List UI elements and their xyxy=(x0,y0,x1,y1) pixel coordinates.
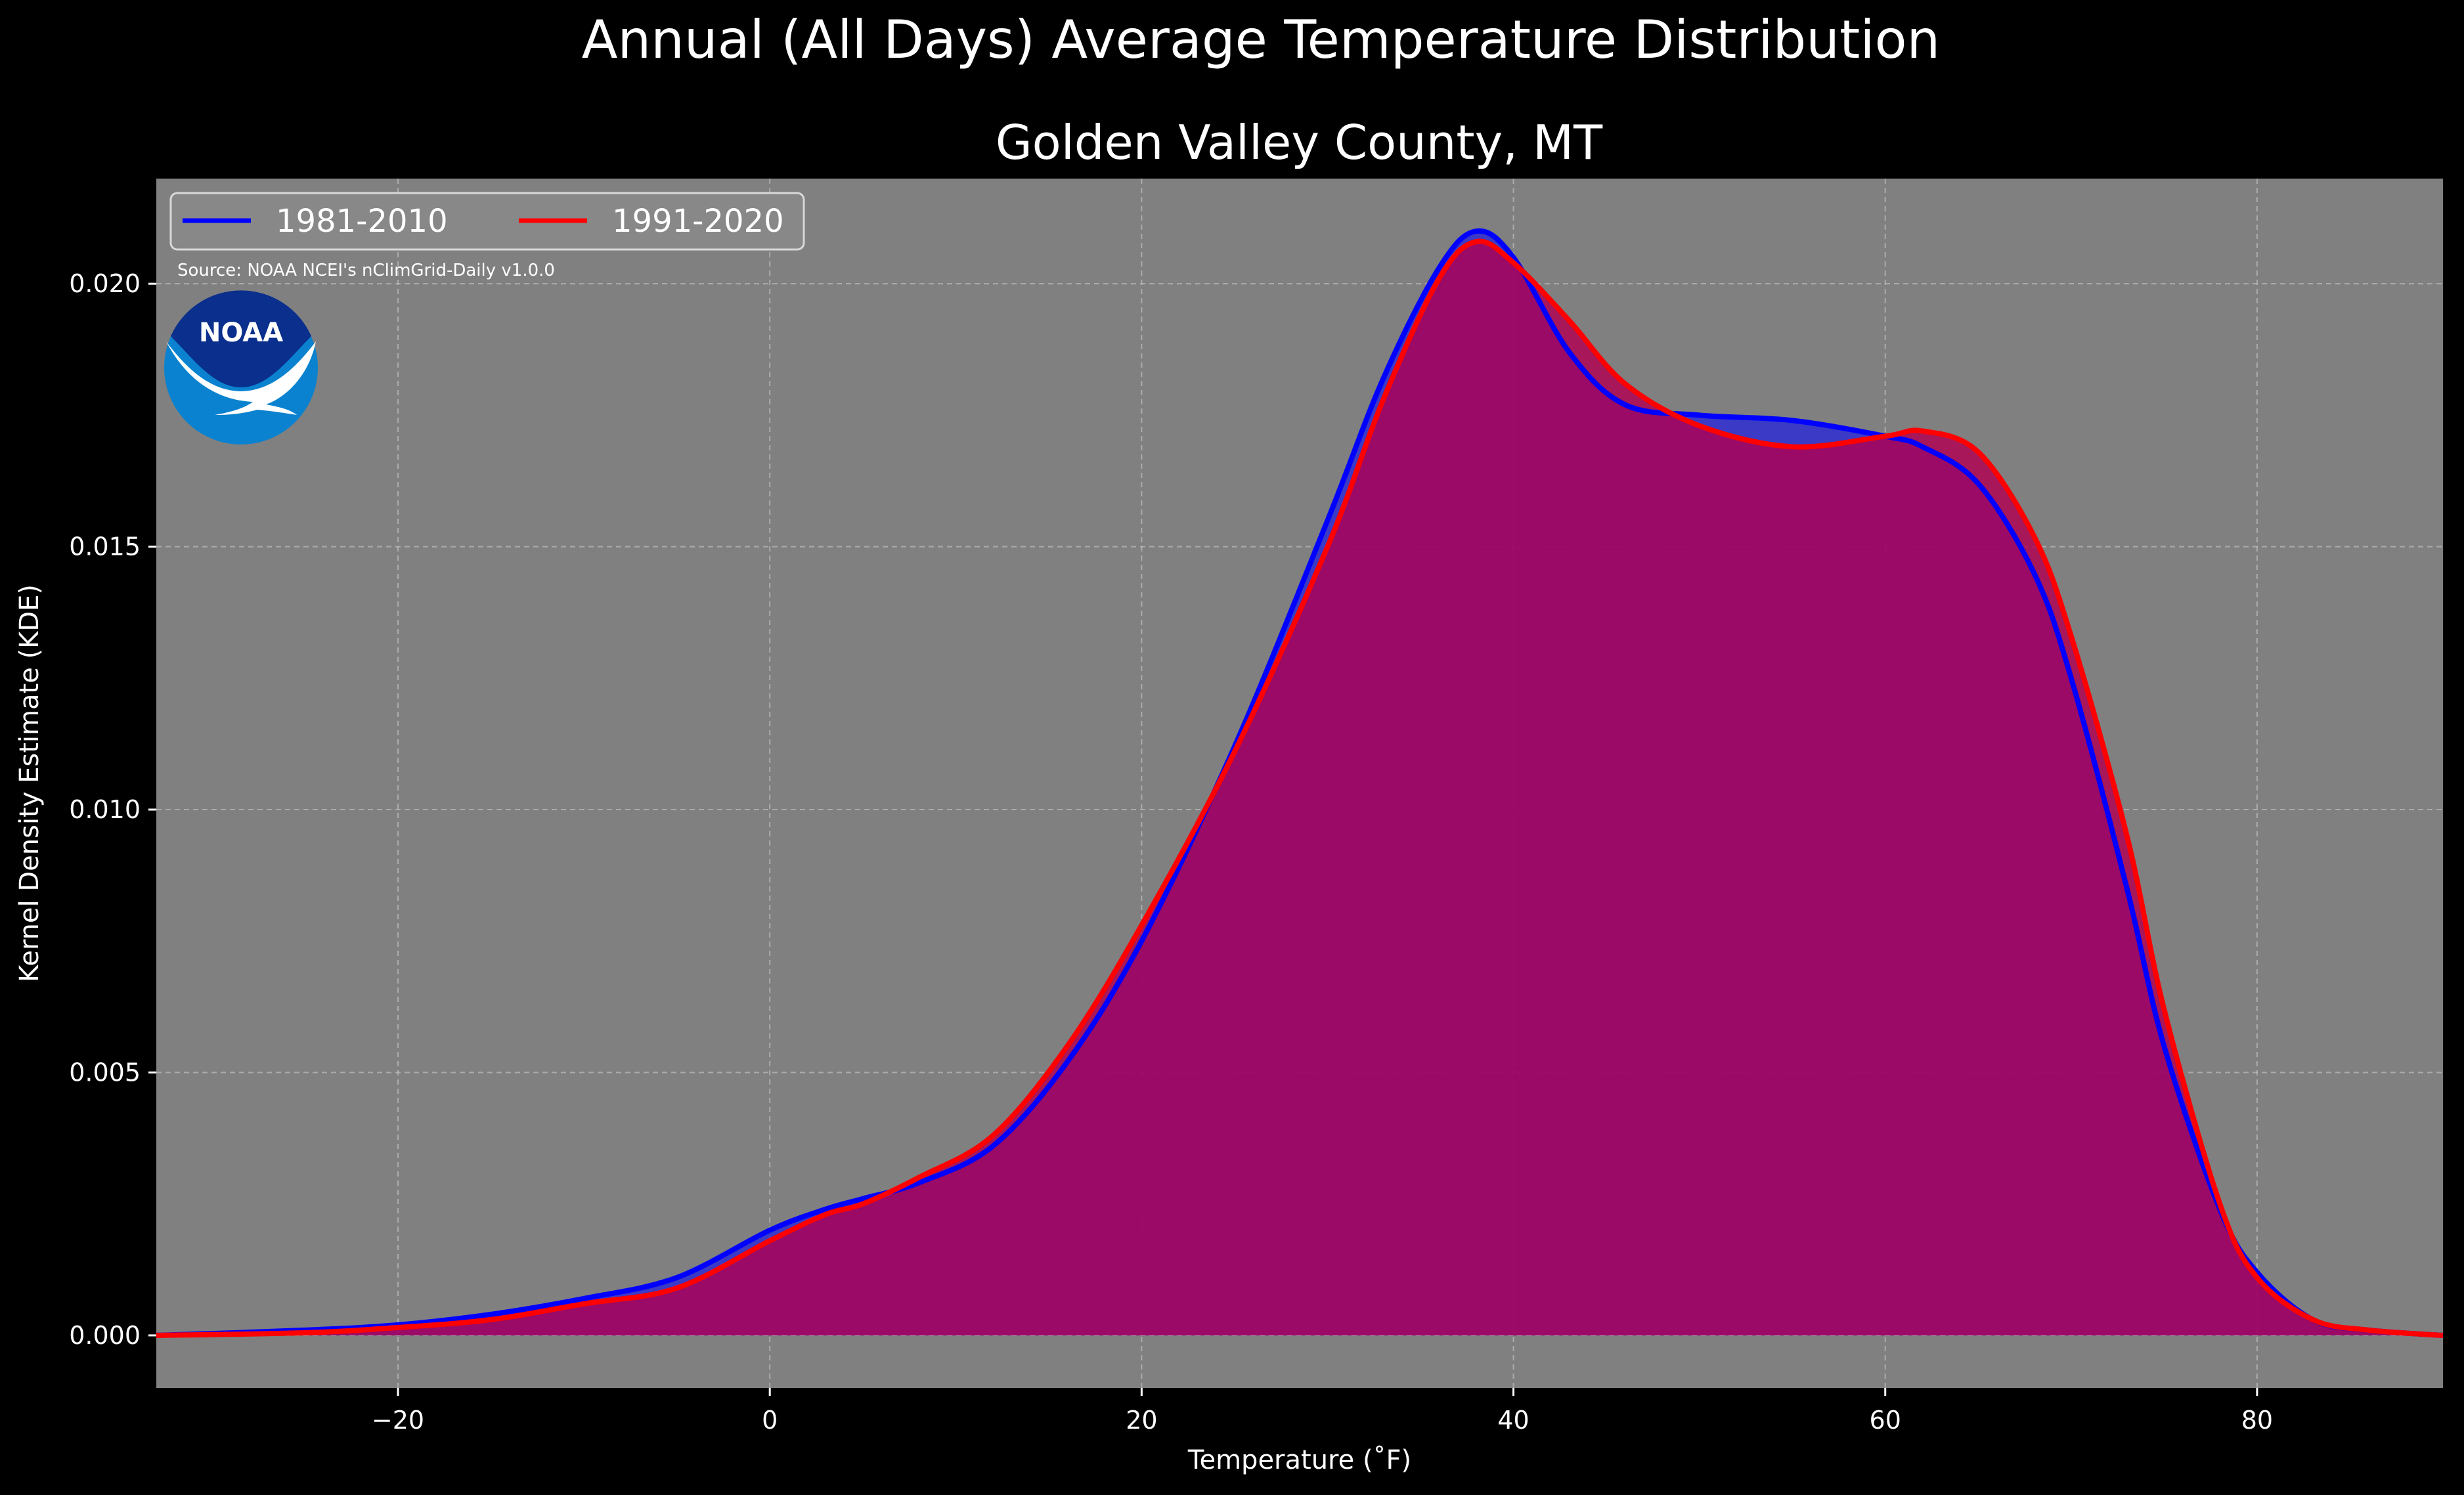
axis-ticks: −20 0 20 40 60 80 0.000 0.005 0.010 0.015 0.020 xyxy=(69,269,2273,1435)
legend-box xyxy=(169,192,805,251)
y-tick-label: 0.005 xyxy=(69,1058,141,1087)
figure-suptitle: Annual (All Days) Average Temperature Di… xyxy=(582,9,1940,70)
x-axis-label: Temperature (˚F) xyxy=(1187,1445,1411,1475)
density-area-1991-2020 xyxy=(156,241,2443,1335)
legend-label-1991-2020: 1991-2020 xyxy=(612,203,784,240)
density-lines xyxy=(156,228,2444,1338)
y-tick-label: 0.015 xyxy=(69,532,141,561)
x-tick-label: 60 xyxy=(1870,1406,1901,1435)
x-tick-label: 20 xyxy=(1126,1406,1157,1435)
y-tick-label: 0.000 xyxy=(69,1321,141,1350)
density-areas xyxy=(156,230,2443,1335)
noaa-logo-text: NOAA xyxy=(199,318,283,348)
source-note: Source: NOAA NCEI's nClimGrid-Daily v1.0… xyxy=(177,261,555,280)
legend: 1981-2010 1991-2020 xyxy=(169,192,805,251)
x-tick-label: 0 xyxy=(762,1406,778,1435)
density-line-1991-2020 xyxy=(156,238,2444,1338)
x-tick-label: −20 xyxy=(372,1406,424,1435)
noaa-logo-icon: NOAA xyxy=(164,290,318,444)
noaa-logo-seagull xyxy=(166,341,316,415)
x-tick-label: 80 xyxy=(2241,1406,2273,1435)
legend-label-1981-2010: 1981-2010 xyxy=(276,203,448,240)
y-axis-label: Kernel Density Estimate (KDE) xyxy=(14,584,45,982)
x-tick-label: 40 xyxy=(1497,1406,1529,1435)
y-tick-label: 0.020 xyxy=(69,269,141,298)
noaa-logo-top-half xyxy=(171,290,311,387)
chart-title: Golden Valley County, MT xyxy=(996,115,1603,170)
density-line-1981-2010 xyxy=(156,228,2444,1338)
y-tick-label: 0.010 xyxy=(69,795,141,824)
